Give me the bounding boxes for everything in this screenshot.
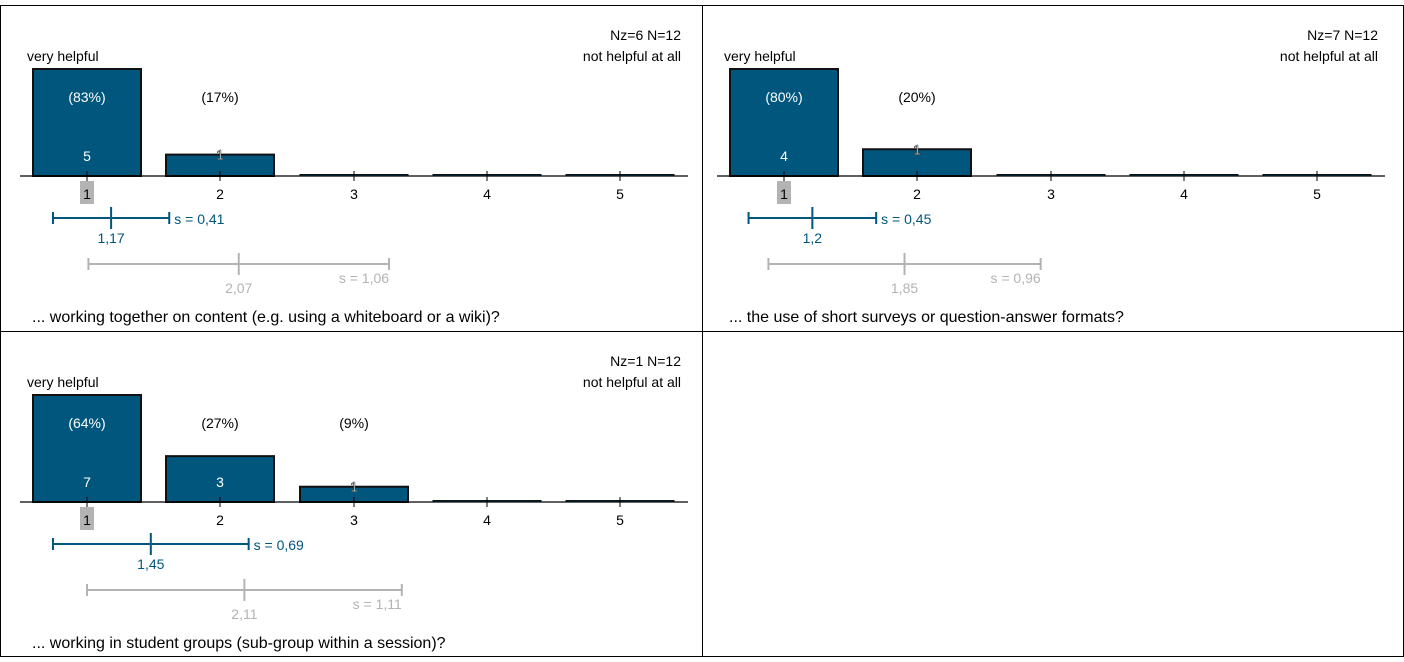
right-pole-label: not helpful at all [583,374,681,390]
bar-1 [32,394,142,503]
count-label-3: 1 [350,479,358,495]
response-counts: Nz=7 N=12 [1307,27,1378,43]
x-tick-label-3: 3 [350,512,358,528]
x-tick-label-4: 4 [1180,186,1188,202]
response-counts: Nz=1 N=12 [610,353,681,369]
median-highlight [777,181,791,204]
response-counts: Nz=6 N=12 [610,27,681,43]
mean-label: 1,17 [97,230,124,246]
sd-label: s = 0,45 [881,211,931,227]
question-text: ... the use of short surveys or question… [729,309,1124,326]
count-label-2: 3 [216,474,224,490]
x-tick-label-3: 3 [1047,186,1055,202]
x-tick-label-5: 5 [1313,186,1321,202]
sd-label: s = 0,41 [174,211,224,227]
count-label-2: 1 [913,141,921,157]
percent-label-2: (20%) [898,89,935,105]
x-tick-label-1: 1 [83,512,91,528]
x-tick-label-5: 5 [616,512,624,528]
bar-1 [729,68,839,177]
percent-label-2: (17%) [201,89,238,105]
bar-1 [32,68,142,177]
chart-panel-2: Nz=7 N=12 not helpful at all very helpful 1… [717,27,1385,326]
percent-label-3: (9%) [339,415,369,431]
comparison-sd-label: s = 1,11 [353,596,402,612]
count-label-1: 5 [83,148,91,164]
right-pole-label: not helpful at all [1280,48,1378,64]
x-tick-label-2: 2 [913,186,921,202]
percent-label-1: (80%) [765,89,802,105]
question-text: ... working in student groups (sub-group… [32,635,446,652]
chart-panel-3: Nz=1 N=12 not helpful at all very helpful 1… [20,353,688,652]
question-text: ... working together on content (e.g. us… [32,309,500,326]
count-label-2: 1 [216,147,224,163]
x-tick-label-2: 2 [216,186,224,202]
x-tick-label-3: 3 [350,186,358,202]
count-label-1: 7 [83,474,91,490]
left-pole-label: very helpful [724,48,796,64]
count-label-1: 4 [780,148,788,164]
x-tick-label-4: 4 [483,186,491,202]
comparison-mean-label: 2,11 [231,606,257,622]
comparison-mean-label: 2,07 [225,280,252,296]
x-tick-label-1: 1 [83,186,91,202]
left-pole-label: very helpful [27,48,99,64]
chart-panel-1: Nz=6 N=12 not helpful at all very helpful 1… [20,27,688,326]
right-pole-label: not helpful at all [583,48,681,64]
mean-label: 1,2 [803,230,823,246]
median-highlight [80,181,94,204]
x-tick-label-4: 4 [483,512,491,528]
mean-label: 1,45 [137,556,164,572]
comparison-sd-label: s = 0,96 [990,270,1040,286]
x-tick-label-2: 2 [216,512,224,528]
percent-label-1: (83%) [68,89,105,105]
x-tick-label-5: 5 [616,186,624,202]
bar-2 [165,455,275,503]
sd-label: s = 0,69 [254,537,304,553]
left-pole-label: very helpful [27,374,99,390]
comparison-sd-label: s = 1,06 [339,270,389,286]
x-tick-label-1: 1 [780,186,788,202]
percent-label-2: (27%) [201,415,238,431]
percent-label-1: (64%) [68,415,105,431]
median-highlight [80,507,94,530]
comparison-mean-label: 1,85 [891,280,918,296]
